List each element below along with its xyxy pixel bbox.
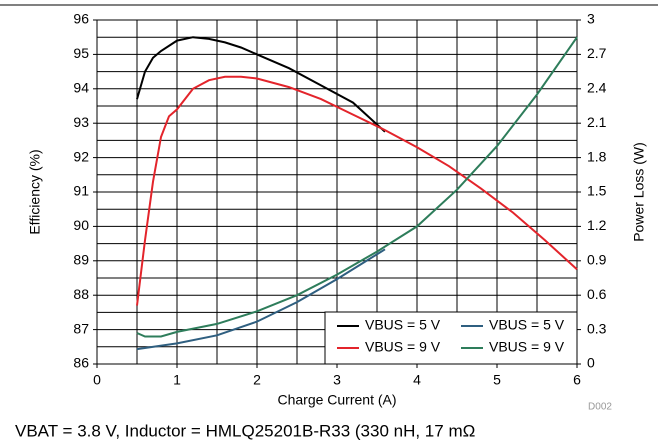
series-line (136, 36, 578, 338)
legend-label: VBUS = 5 V (489, 317, 565, 333)
y2-tick-label: 0.6 (587, 286, 607, 302)
x-tick-label: 5 (493, 372, 501, 388)
y2-tick-label: 0.3 (587, 320, 607, 336)
x-tick-label: 2 (253, 372, 261, 388)
y2-tick-label: 1.8 (587, 148, 607, 164)
legend-label: VBUS = 9 V (489, 339, 565, 355)
series-line (136, 248, 386, 351)
y2-tick-label: 0 (587, 355, 595, 371)
legend-label: VBUS = 5 V (365, 317, 441, 333)
legend: VBUS = 5 V VBUS = 9 V VBUS = 5 V VBUS = 9 V (324, 311, 578, 365)
y-axis-label: Efficiency (%) (27, 149, 43, 234)
y2-tick-label: 1.2 (587, 217, 607, 233)
y2-tick-label: 0.9 (587, 252, 607, 268)
figure-id: D002 (588, 402, 612, 413)
y-tick-label: 94 (73, 80, 89, 96)
y-tick-label: 96 (73, 11, 89, 27)
y-tick-label: 87 (73, 320, 89, 336)
legend-label: VBUS = 9 V (365, 339, 441, 355)
y-tick-label: 91 (73, 183, 89, 199)
series-line (136, 75, 578, 306)
x-tick-label: 4 (413, 372, 421, 388)
y-tick-label: 90 (73, 217, 89, 233)
y2-tick-label: 2.4 (587, 80, 607, 96)
y2-tick-label: 3 (587, 11, 595, 27)
y2-tick-label: 2.7 (587, 45, 607, 61)
x-axis-label: Charge Current (A) (277, 392, 396, 408)
x-tick-label: 0 (93, 372, 101, 388)
footnote: VBAT = 3.8 V, Inductor = HMLQ25201B-R33 … (15, 421, 475, 440)
y-tick-label: 88 (73, 286, 89, 302)
y-tick-label: 95 (73, 45, 89, 61)
y-tick-label: 89 (73, 252, 89, 268)
y-tick-label: 86 (73, 355, 89, 371)
y2-tick-label: 2.1 (587, 114, 607, 130)
y2-tick-label: 1.5 (587, 183, 607, 199)
legend-box (324, 311, 578, 365)
x-tick-label: 6 (573, 372, 581, 388)
y-tick-label: 93 (73, 114, 89, 130)
y2-axis-label: Power Loss (W) (631, 142, 647, 242)
x-tick-label: 3 (333, 372, 341, 388)
series-line (136, 36, 386, 133)
x-tick-label: 1 (173, 372, 181, 388)
y-tick-label: 92 (73, 148, 89, 164)
